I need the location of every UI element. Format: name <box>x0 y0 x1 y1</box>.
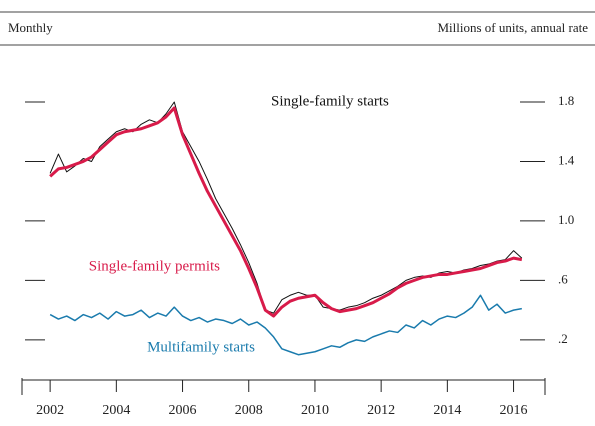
series-line <box>49 106 523 318</box>
series-annotation: Single-family starts <box>271 93 389 109</box>
y-tick-label: 1.8 <box>558 93 574 108</box>
y-tick-label: .6 <box>558 271 568 286</box>
x-tick-label: 2016 <box>500 403 528 418</box>
y-tick-label: 1.4 <box>558 152 575 167</box>
series-line <box>49 294 522 356</box>
y-tick-label: .2 <box>558 331 568 346</box>
series-annotation: Multifamily starts <box>147 339 255 355</box>
x-tick-label: 2010 <box>301 403 329 418</box>
subtitle-right: Millions of units, annual rate <box>437 20 588 35</box>
x-tick-label: 2014 <box>433 403 461 418</box>
x-tick-label: 2006 <box>169 403 197 418</box>
x-tick-label: 2004 <box>102 403 130 418</box>
x-tick-label: 2008 <box>235 403 263 418</box>
subtitle-left: Monthly <box>8 20 53 35</box>
x-tick-label: 2012 <box>367 403 395 418</box>
x-tick-label: 2002 <box>36 403 64 418</box>
series-annotation: Single-family permits <box>89 258 220 274</box>
y-tick-label: 1.0 <box>558 212 574 227</box>
